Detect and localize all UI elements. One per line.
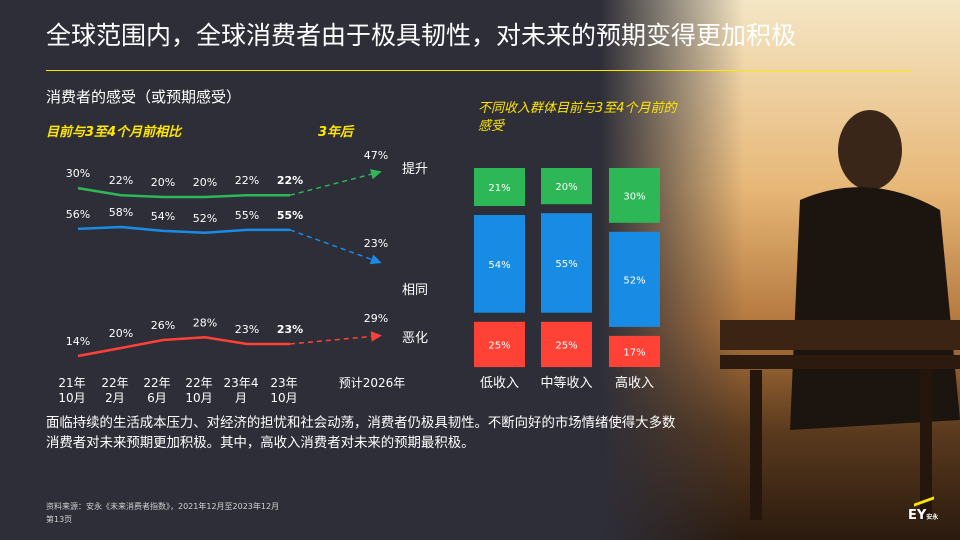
bar-1-1	[541, 213, 592, 313]
person-on-bench-image	[720, 110, 960, 520]
series-name-1: 相同	[402, 283, 428, 298]
series-name-0: 提升	[402, 161, 428, 177]
series-line-1	[77, 225, 290, 235]
bar-label-1-2: 25%	[555, 340, 577, 351]
source-text: 资料来源：安永《未来消费者指数》，2021年12月至2023年12月	[46, 502, 280, 511]
bar-label-2-0: 30%	[623, 191, 645, 202]
bar-label-1-0: 20%	[555, 182, 577, 193]
bar-1-0	[541, 168, 592, 205]
x-tick-2-b: 6月	[147, 391, 167, 405]
data-label-0-4: 22%	[235, 174, 259, 187]
data-label-2-1: 20%	[109, 327, 133, 340]
slide-title: 全球范围内，全球消费者由于极具韧性，对未来的预期变得更加积极	[46, 21, 797, 50]
data-label-1-2: 54%	[151, 210, 175, 223]
page-number: 第13页	[46, 515, 73, 524]
x-tick-2-a: 22年	[143, 376, 170, 390]
data-label-2-3: 28%	[193, 316, 217, 329]
x-tick-3-a: 22年	[185, 376, 212, 390]
x-tick-3-b: 10月	[185, 391, 212, 405]
series-line-2	[77, 336, 290, 358]
bar-label-2-1: 52%	[623, 275, 645, 286]
forecast-line-1	[289, 229, 377, 262]
data-label-1-3: 52%	[193, 212, 217, 225]
bar-label-0-1: 54%	[488, 260, 510, 271]
bar-2-2	[609, 335, 660, 367]
chart-subtitle: 消费者的感受（或预期感受）	[46, 88, 242, 106]
x-tick-4-b: 月	[235, 391, 247, 405]
series-name-2: 恶化	[402, 331, 428, 346]
x-tick-5-a: 23年	[270, 376, 297, 390]
bar-2-0	[609, 168, 660, 223]
bar-category-0: 低收入	[480, 376, 519, 391]
bar-1-2	[541, 321, 592, 368]
logo-text: EY	[908, 508, 927, 523]
title-divider	[46, 70, 912, 71]
summary-paragraph: 面临持续的生活成本压力、对经济的担忧和社会动荡，消费者仍极具韧性。不断向好的市场…	[46, 416, 676, 451]
x-tick-1-b: 2月	[105, 391, 125, 405]
bar-0-1	[474, 215, 525, 313]
data-label-0-0: 30%	[66, 167, 90, 180]
income-chart-title: 不同收入群体目前与3至4个月前的感受	[478, 101, 677, 134]
x-tick-0-a: 21年	[58, 376, 85, 390]
data-label-1-0: 56%	[66, 208, 90, 221]
x-tick-0-b: 10月	[58, 391, 85, 405]
bar-category-1: 中等收入	[540, 375, 592, 391]
ey-logo: EY安永	[908, 496, 939, 523]
bar-2-1	[609, 231, 660, 327]
series-line-0	[77, 186, 290, 199]
data-label-1-5: 55%	[277, 209, 303, 222]
data-label-1-1: 58%	[109, 206, 133, 219]
forecast-arrow-0	[370, 169, 382, 180]
forecast-label-1: 23%	[364, 237, 388, 250]
future-period-label: 3年后	[318, 125, 354, 140]
data-label-2-0: 14%	[66, 335, 90, 348]
bar-label-0-2: 25%	[488, 340, 510, 351]
bar-0-0	[474, 168, 525, 206]
forecast-arrow-1	[369, 254, 382, 265]
bar-0-2	[474, 321, 525, 368]
x-tick-4-a: 23年4	[224, 376, 259, 390]
data-label-0-3: 20%	[193, 176, 217, 189]
current-period-label: 目前与3至4个月前相比	[46, 125, 182, 140]
bar-label-2-2: 17%	[623, 348, 645, 359]
x-tick-5-b: 10月	[270, 391, 297, 405]
data-label-2-5: 23%	[277, 323, 303, 336]
data-label-1-4: 55%	[235, 209, 259, 222]
data-label-0-2: 20%	[151, 176, 175, 189]
x-tick-forecast: 预计2026年	[339, 376, 406, 390]
data-label-0-1: 22%	[109, 174, 133, 187]
x-tick-1-a: 22年	[101, 376, 128, 390]
data-label-0-5: 22%	[277, 174, 303, 187]
bar-category-2: 高收入	[615, 375, 654, 391]
logo-subtext: 安永	[926, 514, 939, 521]
data-label-2-2: 26%	[151, 319, 175, 332]
forecast-label-0: 47%	[364, 149, 388, 162]
source-note: 资料来源：安永《未来消费者指数》，2021年12月至2023年12月 第13页	[46, 500, 279, 526]
data-label-2-4: 23%	[235, 323, 259, 336]
forecast-arrow-2	[370, 331, 382, 342]
bar-label-0-0: 21%	[488, 183, 510, 194]
forecast-line-2	[289, 335, 377, 345]
forecast-label-2: 29%	[364, 312, 388, 325]
forecast-line-0	[289, 172, 377, 196]
bar-label-1-1: 55%	[555, 259, 577, 270]
